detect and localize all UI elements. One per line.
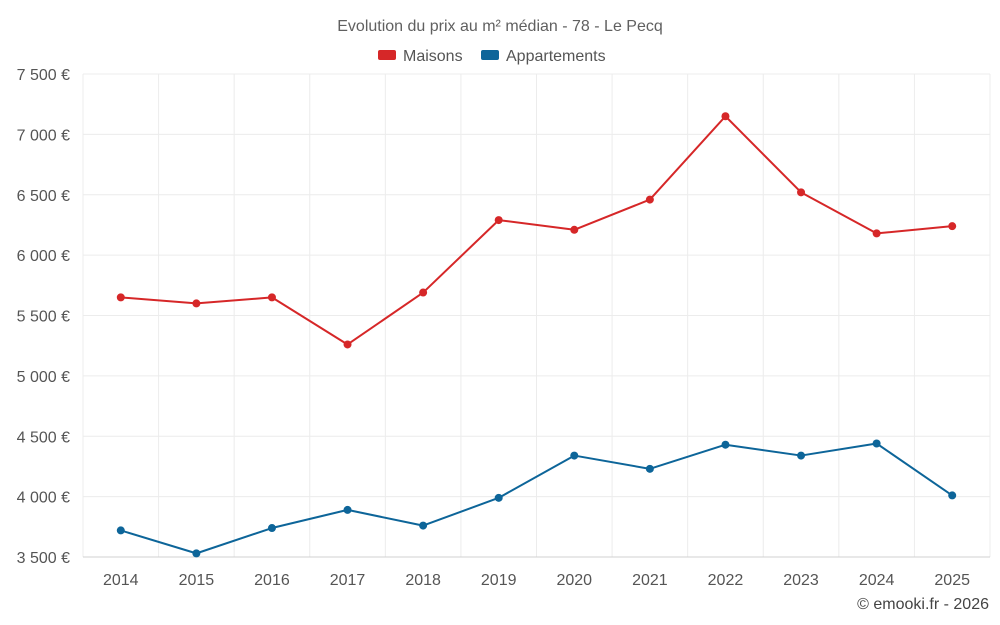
- x-tick-label: 2014: [103, 572, 139, 589]
- x-tick-label: 2022: [708, 572, 744, 589]
- x-tick-label: 2023: [783, 572, 819, 589]
- x-tick-label: 2020: [556, 572, 592, 589]
- y-tick-label: 3 500 €: [17, 550, 70, 567]
- data-point-maisons[interactable]: [872, 229, 881, 238]
- x-tick-label: 2024: [859, 572, 895, 589]
- credit-text: © emooki.fr - 2026: [857, 596, 989, 613]
- data-point-maisons[interactable]: [721, 112, 730, 121]
- data-point-appartements[interactable]: [267, 524, 276, 533]
- data-point-maisons[interactable]: [797, 188, 806, 197]
- legend-item-appartements[interactable]: Appartements: [481, 48, 606, 65]
- data-point-appartements[interactable]: [494, 493, 503, 502]
- data-point-appartements[interactable]: [570, 451, 579, 460]
- y-tick-label: 6 000 €: [17, 248, 70, 265]
- x-tick-label: 2015: [179, 572, 215, 589]
- y-tick-label: 7 500 €: [17, 67, 70, 84]
- x-tick-label: 2016: [254, 572, 290, 589]
- data-point-maisons[interactable]: [570, 225, 579, 234]
- x-tick-label: 2019: [481, 572, 517, 589]
- data-point-maisons[interactable]: [267, 293, 276, 302]
- data-point-maisons[interactable]: [645, 195, 654, 204]
- legend-item-maisons[interactable]: Maisons: [378, 48, 463, 65]
- y-axis: 3 500 € 4 000 € 4 500 € 5 000 € 5 500 € 6 000…: [17, 67, 70, 567]
- x-tick-label: 2021: [632, 572, 668, 589]
- data-point-appartements[interactable]: [116, 526, 125, 535]
- data-point-appartements[interactable]: [645, 464, 654, 473]
- data-point-appartements[interactable]: [419, 521, 428, 530]
- y-tick-label: 4 500 €: [17, 429, 70, 446]
- x-tick-label: 2025: [934, 572, 970, 589]
- data-point-maisons[interactable]: [116, 293, 125, 302]
- x-axis: 2014 2015 2016 2017 2018 2019 2020 2021 2022 2023…: [83, 556, 990, 589]
- legend-swatch-maisons: [378, 50, 396, 60]
- y-tick-label: 7 000 €: [17, 127, 70, 144]
- series-line-appartements: [120, 442, 953, 555]
- data-point-appartements[interactable]: [797, 451, 806, 460]
- x-tick-label: 2017: [330, 572, 366, 589]
- grid: [82, 73, 991, 558]
- series-layer: [116, 112, 957, 558]
- data-point-maisons[interactable]: [419, 288, 428, 297]
- y-tick-label: 5 000 €: [17, 369, 70, 386]
- y-tick-label: 4 000 €: [17, 490, 70, 507]
- chart-title: Evolution du prix au m² médian - 78 - Le…: [337, 18, 663, 35]
- data-point-maisons[interactable]: [343, 340, 352, 349]
- data-point-maisons[interactable]: [948, 222, 957, 231]
- legend-label-maisons: Maisons: [403, 48, 463, 65]
- data-point-maisons[interactable]: [494, 216, 503, 225]
- data-point-appartements[interactable]: [721, 440, 730, 449]
- y-tick-label: 6 500 €: [17, 188, 70, 205]
- data-point-appartements[interactable]: [343, 505, 352, 514]
- series-line-maisons: [120, 115, 953, 346]
- x-tick-label: 2018: [405, 572, 441, 589]
- data-point-appartements[interactable]: [948, 491, 957, 500]
- data-point-appartements[interactable]: [192, 549, 201, 558]
- legend: Maisons Appartements: [378, 48, 606, 65]
- data-point-appartements[interactable]: [872, 439, 881, 448]
- legend-label-appartements: Appartements: [506, 48, 606, 65]
- legend-swatch-appartements: [481, 50, 499, 60]
- data-point-maisons[interactable]: [192, 299, 201, 308]
- y-tick-label: 5 500 €: [17, 309, 70, 326]
